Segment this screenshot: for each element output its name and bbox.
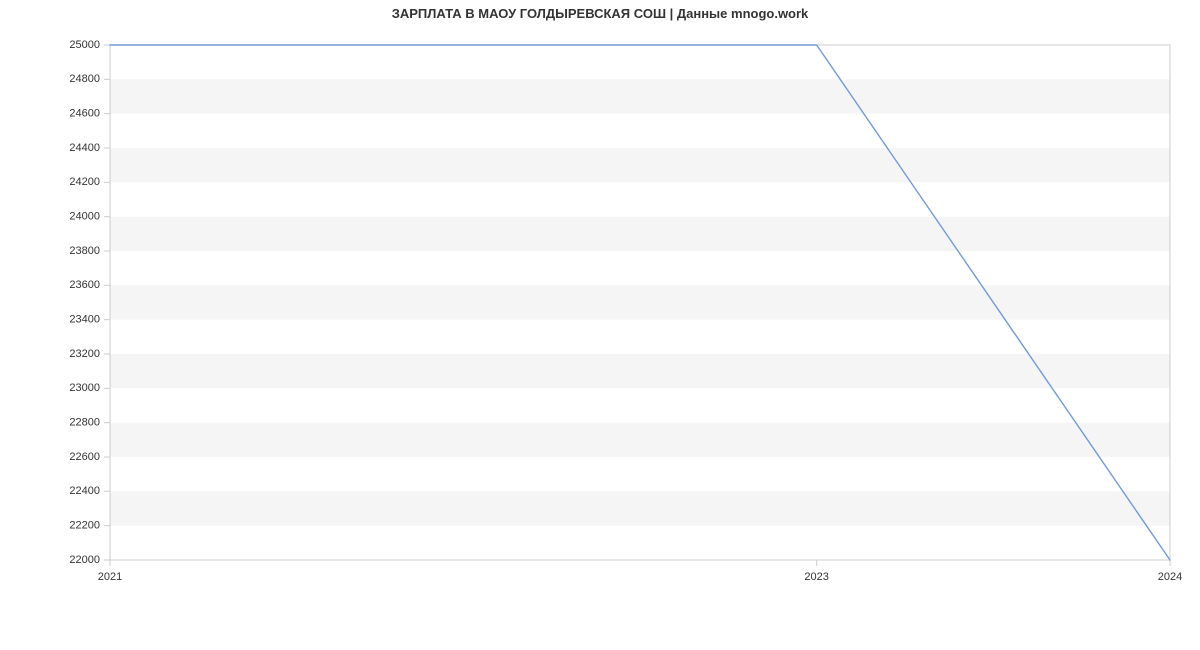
- x-tick-label: 2023: [804, 571, 828, 583]
- x-tick-label: 2021: [98, 571, 122, 583]
- y-tick-label: 24600: [69, 108, 100, 120]
- salary-line-chart: ЗАРПЛАТА В МАОУ ГОЛДЫРЕВСКАЯ СОШ | Данны…: [0, 0, 1200, 650]
- y-tick-label: 23000: [69, 382, 100, 394]
- y-tick-label: 25000: [69, 39, 100, 51]
- y-tick-label: 23400: [69, 314, 100, 326]
- y-tick-label: 24000: [69, 211, 100, 223]
- y-tick-label: 22000: [69, 554, 100, 566]
- y-tick-label: 22600: [69, 451, 100, 463]
- y-tick-label: 23200: [69, 348, 100, 360]
- y-tick-label: 24200: [69, 176, 100, 188]
- y-tick-label: 24400: [69, 142, 100, 154]
- y-tick-label: 22800: [69, 417, 100, 429]
- y-tick-label: 23600: [69, 279, 100, 291]
- y-tick-label: 22400: [69, 485, 100, 497]
- x-tick-label: 2024: [1158, 571, 1182, 583]
- y-tick-label: 22200: [69, 520, 100, 532]
- chart-svg: 22000 22200 22400 22600 22800 23000 23200 23400…: [0, 0, 1200, 650]
- y-tick-label: 24800: [69, 73, 100, 85]
- y-tick-label: 23800: [69, 245, 100, 257]
